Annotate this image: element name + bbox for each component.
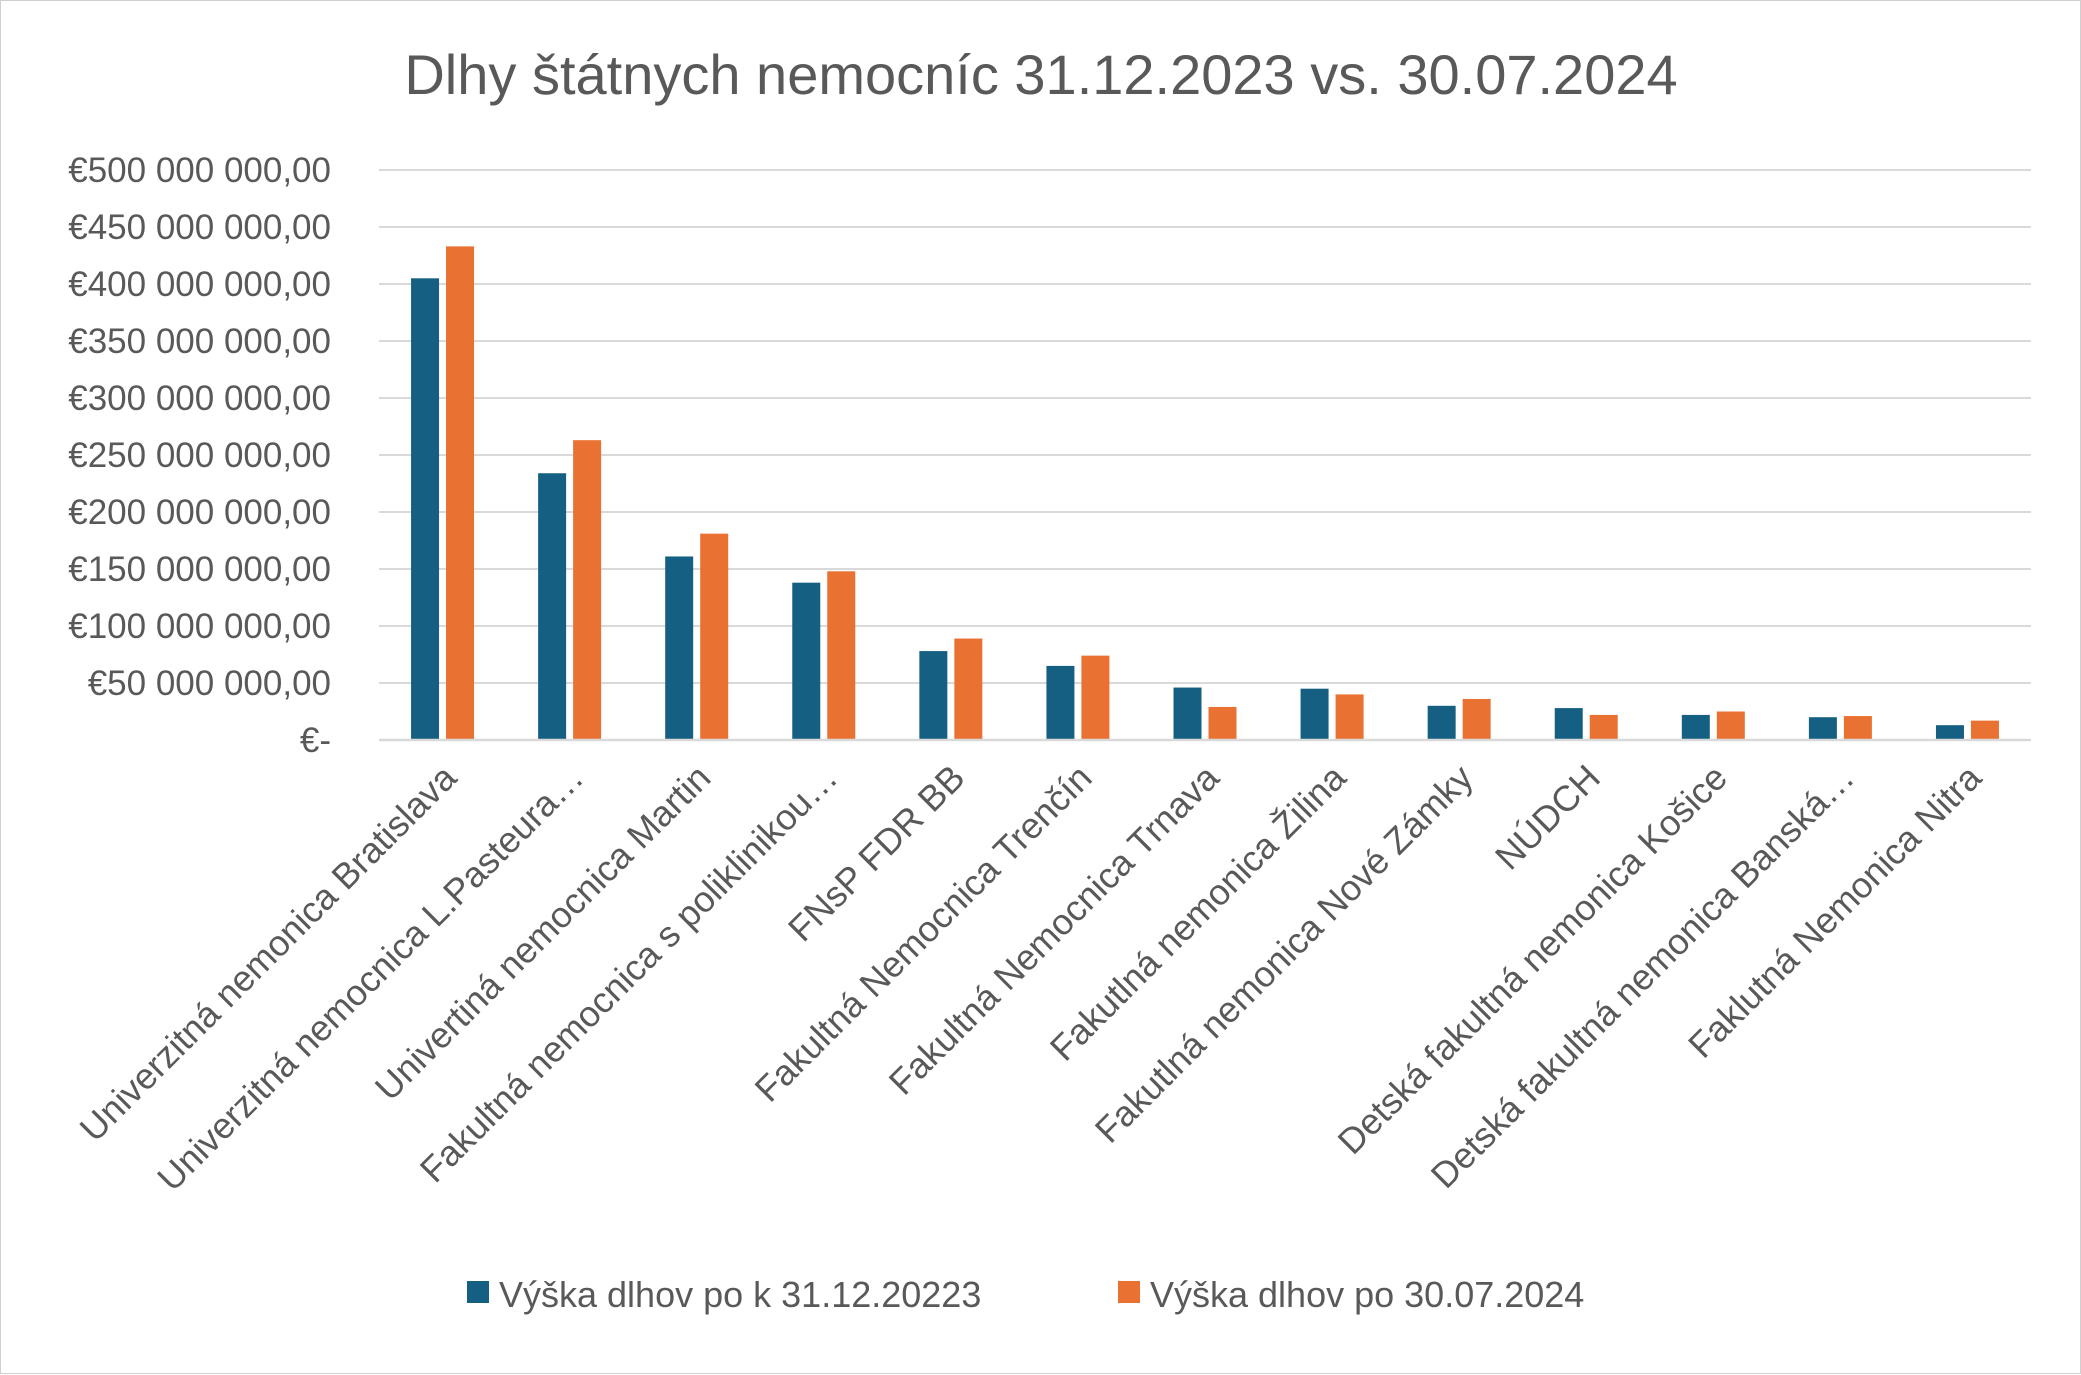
bar-series-2 [827, 571, 856, 740]
bar-series-1 [1808, 717, 1837, 740]
y-tick-label: €500 000 000,00 [68, 151, 331, 190]
gridlines [379, 169, 2031, 684]
y-tick-label: €50 000 000,00 [88, 664, 331, 703]
bar-series-2 [954, 638, 983, 740]
bar-series-1 [1427, 705, 1456, 740]
x-tick-label: NÚDCH [1487, 757, 1608, 878]
y-tick-label: €- [300, 721, 331, 760]
y-tick-label: €400 000 000,00 [68, 265, 331, 304]
bar-series-2 [700, 533, 729, 740]
y-tick-label: €450 000 000,00 [68, 208, 331, 247]
bar-series-2 [446, 246, 475, 740]
bar-series-1 [792, 582, 821, 740]
y-axis-tick-labels: €- €50 000 000,00 €100 000 000,00 €150 000 … [68, 151, 331, 760]
legend: Výška dlhov po k 31.12.20223 Výška dlhov … [467, 1274, 1584, 1315]
legend-label: Výška dlhov po k 31.12.20223 [499, 1274, 981, 1315]
bar-series-2 [1970, 720, 1999, 740]
bar-series-2 [1589, 714, 1618, 740]
y-tick-label: €250 000 000,00 [68, 436, 331, 475]
y-tick-label: €150 000 000,00 [68, 550, 331, 589]
bar-series-2 [1843, 716, 1872, 740]
legend-label: Výška dlhov po 30.07.2024 [1150, 1274, 1584, 1315]
bars [411, 246, 1999, 740]
legend-item: Výška dlhov po k 31.12.20223 [467, 1274, 981, 1315]
y-tick-label: €200 000 000,00 [68, 493, 331, 532]
bar-series-2 [1208, 706, 1237, 740]
bar-series-1 [1173, 687, 1202, 740]
bar-series-2 [573, 440, 602, 740]
bar-series-1 [1935, 725, 1964, 740]
bar-series-1 [1046, 665, 1075, 740]
bar-series-2 [1335, 694, 1364, 740]
bar-series-1 [1681, 714, 1710, 740]
bar-series-1 [919, 651, 948, 740]
legend-item: Výška dlhov po 30.07.2024 [1118, 1274, 1584, 1315]
bar-series-1 [1554, 708, 1583, 740]
legend-swatch [1118, 1281, 1140, 1303]
x-axis-tick-labels: Univerzitná nemonica BratislavaUniverzit… [72, 756, 1990, 1199]
bar-series-2 [1716, 711, 1745, 740]
bar-series-1 [411, 278, 440, 740]
bar-series-1 [1300, 688, 1329, 740]
bar-series-1 [665, 556, 694, 740]
chart-title: Dlhy štátnych nemocníc 31.12.2023 vs. 30… [404, 43, 1677, 106]
y-tick-label: €100 000 000,00 [68, 607, 331, 646]
bar-series-2 [1462, 698, 1491, 740]
bar-series-2 [1081, 655, 1110, 740]
y-tick-label: €300 000 000,00 [68, 379, 331, 418]
legend-swatch [467, 1281, 489, 1303]
bar-series-1 [538, 473, 567, 740]
y-tick-label: €350 000 000,00 [68, 322, 331, 361]
